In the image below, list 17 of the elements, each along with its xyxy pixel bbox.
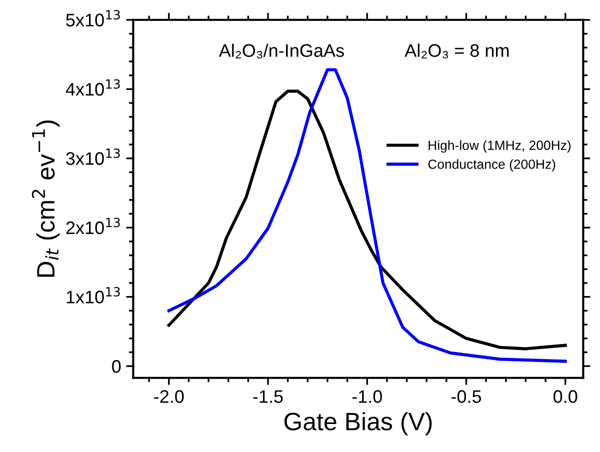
y-tick-label: 4x10$^{13}$ — [66, 79, 120, 96]
y-tick-label: 2x10$^{13}$ — [66, 218, 120, 234]
x-axis-title: Gate Bias (V) — [284, 412, 432, 436]
y-tick-label: 5x10$^{13}$ — [66, 10, 120, 26]
y-tick-label: 3x10$^{13}$ — [66, 148, 120, 165]
legend-label: Conductance (200Hz) — [428, 159, 556, 172]
legend-label: High-low (1MHz, 200Hz) — [428, 140, 571, 153]
annotation: Al₂O₃ = 8 nm — [404, 44, 509, 58]
x-tick-label: -1.5 — [253, 390, 283, 403]
annotation: Al₂O₃/n-InGaAs — [218, 44, 344, 58]
x-tick-label: 0.0 — [554, 390, 578, 403]
y-tick-label: 0 — [112, 360, 121, 373]
y-tick-label: 1x10$^{13}$ — [66, 286, 120, 304]
y-axis-title: D$_{it}$ (cm$^{2}$ ev$^{−1}$) — [32, 120, 60, 277]
x-tick-label: -1.0 — [352, 390, 382, 403]
x-tick-label: -2.0 — [154, 390, 184, 403]
x-tick-label: -0.5 — [451, 390, 482, 403]
